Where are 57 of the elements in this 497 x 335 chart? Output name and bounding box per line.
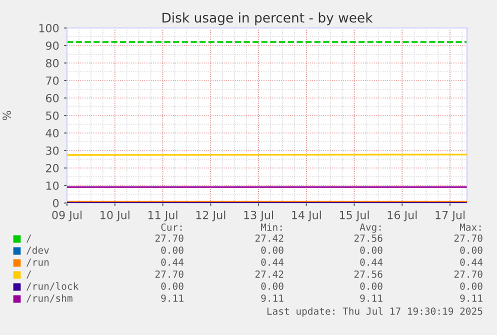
text: 27.42 <box>255 234 284 242</box>
text: 0.00 <box>261 246 284 254</box>
y-tick-label: 50 <box>46 111 59 120</box>
text: Min: <box>260 223 282 231</box>
text: Last update: Thu Jul 17 19:30:19 2025 <box>267 307 482 317</box>
text: 0.00 <box>261 282 284 290</box>
text: 0.00 <box>360 246 382 254</box>
text: Max: <box>460 224 481 231</box>
text: 27.42 <box>255 270 284 278</box>
legend-label: / <box>26 234 32 243</box>
y-tick-label: 20 <box>46 164 59 172</box>
x-tick-label: 15 Jul <box>340 210 369 222</box>
legend-label: /run/lock <box>26 282 79 291</box>
x-tick-label: 12 Jul <box>196 210 226 222</box>
y-tick-label: 70 <box>46 76 59 85</box>
y-tick-label: 60 <box>46 94 59 102</box>
x-tick-label: 16 Jul <box>388 210 417 222</box>
text: Cur: <box>161 223 182 231</box>
y-tick-label: 100 <box>39 24 59 32</box>
text: 9.11 <box>460 294 482 302</box>
x-tick-label: 11 Jul <box>148 210 178 222</box>
text: 0.00 <box>161 282 184 290</box>
x-tick-label: 14 Jul <box>292 210 321 222</box>
y-tick-label: 30 <box>46 146 59 155</box>
x-tick-label: 10 Jul <box>100 210 130 222</box>
text: 0.44 <box>161 258 184 266</box>
text: 0.44 <box>261 258 284 266</box>
text: 0.00 <box>360 282 382 290</box>
text: 0.00 <box>460 246 482 254</box>
y-tick-label: 0 <box>53 198 59 208</box>
legend-label: / <box>26 270 32 279</box>
text: 27.70 <box>155 234 184 242</box>
legend-label: /dev <box>26 246 49 255</box>
text: 27.56 <box>354 270 382 278</box>
legend-label: /run/shm <box>26 294 72 303</box>
text: 27.56 <box>354 234 382 242</box>
y-tick-label: 10 <box>46 181 59 190</box>
text: 9.11 <box>161 294 184 302</box>
legend-label: /run <box>26 258 49 267</box>
text: 0.44 <box>360 258 383 266</box>
text: 9.11 <box>360 294 382 302</box>
text: 27.70 <box>454 234 482 242</box>
x-tick-label: 13 Jul <box>244 210 274 222</box>
y-tick-label: 40 <box>46 128 59 138</box>
x-tick-label: 09 Jul <box>52 210 82 222</box>
y-tick-label: 80 <box>46 58 59 68</box>
x-tick-label: 17 Jul <box>436 210 465 222</box>
y-axis-title: % <box>2 110 11 120</box>
text: Avg: <box>360 224 381 233</box>
chart-title: Disk usage in percent - by week <box>162 12 373 26</box>
text: 27.70 <box>155 270 184 278</box>
text: 0.00 <box>460 282 482 290</box>
text: 0.44 <box>460 258 483 266</box>
text: 0.00 <box>161 246 184 254</box>
text: 9.11 <box>261 294 284 302</box>
text: 27.70 <box>454 270 482 278</box>
y-tick-label: 90 <box>46 41 59 50</box>
